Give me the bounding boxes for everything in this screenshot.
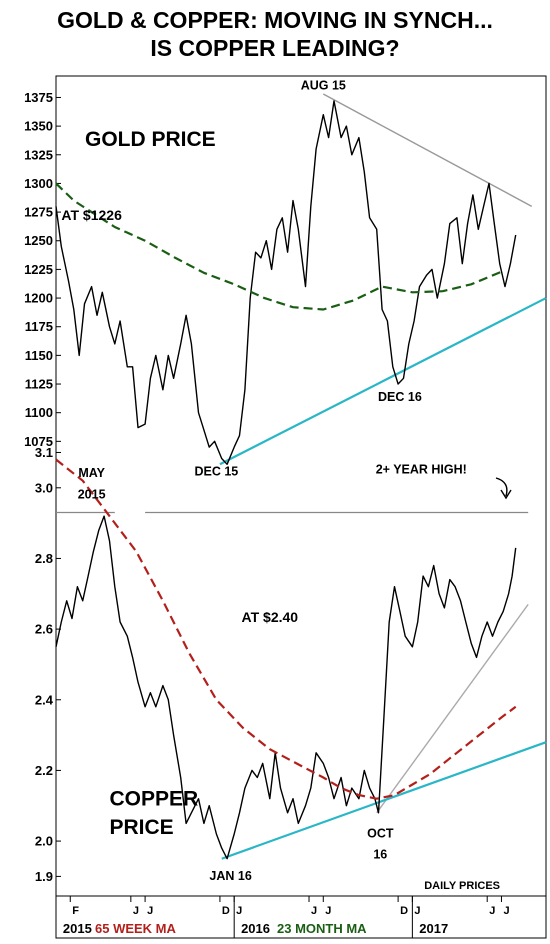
legend-65-week-ma-0: 65 WEEK MA — [95, 921, 177, 936]
gold-trendline-1 — [219, 297, 547, 466]
high-arrow-head — [500, 489, 512, 500]
gold-axis-ticks: 1375 1350 1325 1300 1275 1250 1225 1200 1175 1150… — [24, 90, 61, 449]
annotation-2015-21: 2015 — [78, 487, 106, 501]
annotation-2-year-high-22: 2+ YEAR HIGH! — [376, 463, 467, 477]
gold-trendline-0 — [322, 93, 533, 207]
high-arrow-curve — [495, 477, 508, 497]
x-month-label-5: J — [311, 905, 317, 917]
annotation-aug-15-0: AUG 15 — [301, 78, 346, 92]
annotation-price-28: PRICE — [109, 816, 173, 839]
x-year-label-2016: 2016 — [241, 921, 270, 936]
annotation-dec-16-2: DEC 16 — [378, 390, 422, 404]
gold-y-tick-label-8: 1175 — [25, 319, 53, 334]
x-month-label-8: J — [414, 905, 420, 917]
x-month-label-9: J — [489, 905, 495, 917]
chart-title-line-1: GOLD & COPPER: MOVING IN SYNCH... — [57, 7, 493, 33]
gold-moving-average-line — [55, 182, 502, 311]
gold-panel-title: GOLD PRICE — [85, 128, 216, 151]
x-axis-label: DAILY PRICES — [424, 880, 500, 892]
x-month-label-2: J — [147, 905, 153, 917]
chart-annotations: GOLD PRICE AUG 15 DEC 15 DEC 16 AT $1226 MAY 2… — [61, 78, 512, 883]
annotation-oct-24: OCT — [367, 827, 394, 841]
copper-y-tick-label-0: 3.1 — [35, 445, 53, 460]
annotation-copper-27: COPPER — [109, 788, 198, 811]
chart-title-line-2: IS COPPER LEADING? — [150, 35, 399, 61]
x-axis-band — [55, 895, 547, 939]
annotation-may-20: MAY — [78, 466, 105, 480]
copper-y-tick-label-5: 2.2 — [35, 763, 53, 778]
gold-y-tick-label-3: 1300 — [24, 176, 53, 191]
gold-y-tick-label-7: 1200 — [24, 291, 53, 306]
chart-series — [55, 100, 517, 860]
gold-y-tick-label-12: 1075 — [24, 434, 53, 449]
copper-y-tick-label-4: 2.4 — [35, 692, 54, 707]
gold-y-tick-label-2: 1325 — [24, 147, 53, 162]
x-month-label-6: J — [325, 905, 331, 917]
gold-y-tick-label-9: 1150 — [25, 348, 53, 363]
gold-y-tick-label-5: 1250 — [24, 233, 53, 248]
x-year-label-2017: 2017 — [419, 921, 448, 936]
x-month-label-0: F — [72, 905, 79, 917]
annotation-at-2-40-23: AT $2.40 — [242, 609, 299, 625]
copper-trendline-1 — [221, 741, 547, 860]
x-month-label-1: J — [133, 905, 139, 917]
copper-y-tick-label-2: 2.8 — [35, 551, 53, 566]
legend-23-month-ma-1: 23 MONTH MA — [277, 921, 367, 936]
x-month-label-4: J — [236, 905, 242, 917]
x-month-label-10: J — [503, 905, 509, 917]
copper-y-tick-label-1: 3.0 — [35, 480, 53, 495]
gold-price-line — [55, 100, 517, 465]
annotation-jan-16-26: JAN 16 — [209, 869, 251, 883]
copper-trendline-0 — [376, 603, 529, 814]
copper-axis-ticks: 3.1 3.0 2.8 2.6 2.4 2.2 2.0 1.9 — [35, 445, 61, 884]
gold-y-tick-label-10: 1125 — [25, 377, 53, 392]
gold-y-tick-label-6: 1225 — [24, 262, 53, 277]
annotation-16-25: 16 — [373, 848, 387, 862]
chart-overlays — [56, 93, 547, 860]
x-year-label-2015: 2015 — [63, 921, 92, 936]
copper-y-tick-label-7: 1.9 — [35, 869, 53, 884]
gold-y-tick-label-1: 1350 — [24, 119, 53, 134]
gold-y-tick-label-0: 1375 — [24, 90, 53, 105]
x-month-label-7: D — [400, 905, 408, 917]
copper-price-line — [55, 515, 517, 860]
copper-y-tick-label-3: 2.6 — [35, 622, 53, 637]
gold-y-tick-label-11: 1100 — [25, 405, 53, 420]
annotation-at-1226-3: AT $1226 — [61, 207, 122, 223]
x-month-label-3: D — [222, 905, 230, 917]
gold-y-tick-label-4: 1275 — [24, 205, 53, 220]
copper-y-tick-label-6: 2.0 — [35, 834, 53, 849]
annotation-dec-15-1: DEC 15 — [194, 465, 238, 479]
copper-moving-average-line — [55, 458, 517, 800]
